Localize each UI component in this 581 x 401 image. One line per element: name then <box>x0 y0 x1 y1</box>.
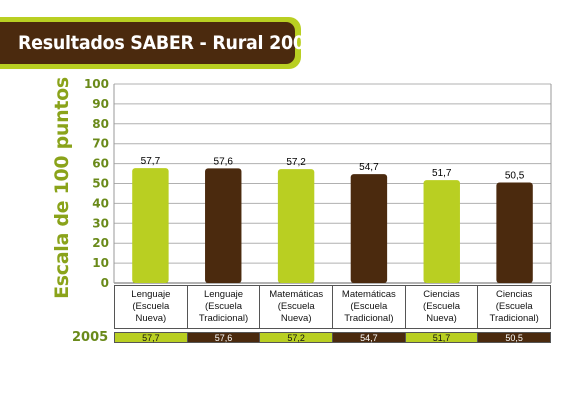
bar-value-label: 54,7 <box>359 162 379 173</box>
category-table: Lenguaje (Escuela Nueva) Lenguaje (Escuel… <box>114 285 551 329</box>
bar <box>132 168 169 283</box>
y-tick-label: 90 <box>92 97 109 111</box>
table-value-cell: 51,7 <box>405 333 479 343</box>
y-tick-label: 40 <box>92 196 109 210</box>
y-tick-label: 70 <box>92 137 109 151</box>
table-row-label: 2005 <box>72 330 109 345</box>
bars <box>132 168 533 283</box>
y-tick-label: 20 <box>92 236 109 250</box>
category-label: Ciencias (Escuela Tradicional) <box>489 289 539 324</box>
bar <box>423 180 460 283</box>
table-value-cell: 57,6 <box>187 333 261 343</box>
table-value-cell: 57,7 <box>115 333 188 343</box>
bar <box>205 168 242 283</box>
category-label: Ciencias (Escuela Nueva) <box>406 286 479 328</box>
y-tick-label: 0 <box>101 276 109 290</box>
chart-title: Resultados SABER - Rural 2005 <box>18 32 317 54</box>
bar-value-label: 57,2 <box>286 157 306 168</box>
y-tick-labels: 0 10 20 30 40 50 60 70 80 90 100 <box>84 77 109 290</box>
category-label: Matemáticas (Escuela Tradicional) <box>333 286 406 328</box>
value-table: 57,7 57,6 57,2 54,7 51,7 50,5 <box>114 332 551 343</box>
category-label: Matemáticas (Escuela Nueva) <box>260 286 334 328</box>
table-value-cell: 57,2 <box>260 333 334 343</box>
y-tick-label: 30 <box>92 216 109 230</box>
bar <box>350 174 388 283</box>
table-value-cell: 50,5 <box>478 333 551 343</box>
category-label: Lenguaje (Escuela Tradicional) <box>188 286 261 328</box>
bar <box>496 182 533 283</box>
table-value-cell: 54,7 <box>333 333 406 343</box>
y-tick-label: 60 <box>92 157 109 171</box>
y-tick-label: 100 <box>84 77 109 91</box>
y-tick-label: 50 <box>92 177 109 191</box>
category-label: Lenguaje (Escuela Nueva) <box>115 286 188 328</box>
bar-value-labels: 57,7 57,6 57,2 54,7 51,7 50,5 <box>141 156 525 181</box>
bar-value-label: 51,7 <box>432 168 452 179</box>
title-banner: Resultados SABER - Rural 2005 <box>0 22 317 64</box>
bar-value-label: 57,7 <box>141 156 161 167</box>
grid-lines <box>113 83 552 284</box>
bar-value-label: 57,6 <box>214 156 234 167</box>
bar-value-label: 50,5 <box>505 171 525 182</box>
y-tick-label: 80 <box>92 117 109 131</box>
bar <box>277 169 315 283</box>
y-tick-label: 10 <box>92 256 109 270</box>
